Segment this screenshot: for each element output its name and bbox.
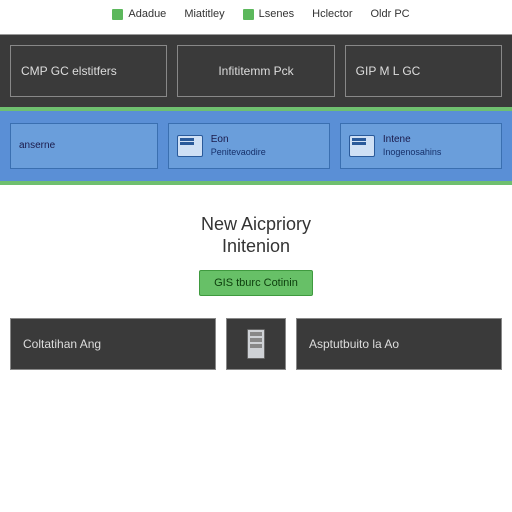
service-cell: Eon Penitevaodire: [168, 123, 330, 169]
services-row: anserne Eon Penitevaodire Intene Inogeno…: [0, 107, 512, 185]
legend-row: Adadue Miatitley Lsenes Hclector Oldr PC: [0, 0, 512, 34]
top-layer-cell: CMP GC elstitfers: [10, 45, 167, 97]
legend-label: Miatitley: [184, 8, 224, 20]
middle-action-button[interactable]: GIS tburc Cotinin: [199, 270, 313, 296]
middle-title-line2: Initenion: [0, 235, 512, 258]
swatch-icon: [243, 9, 254, 20]
legend-item: Oldr PC: [370, 8, 409, 20]
cell-label: Infititemm Pck: [218, 64, 293, 78]
top-layer-cell: GIP M L GC: [345, 45, 502, 97]
document-icon: [349, 135, 375, 157]
legend-label: Adadue: [128, 8, 166, 20]
top-layer-row: CMP GC elstitfers Infititemm Pck GIP M L…: [0, 35, 512, 107]
legend-label: Hclector: [312, 8, 352, 20]
bottom-layer-row: Coltatihan Ang Asptutbuito la Ao: [0, 308, 512, 380]
bottom-cell-left: Coltatihan Ang: [10, 318, 216, 370]
middle-layer: New Aicpriory Initenion GIS tburc Cotini…: [0, 185, 512, 308]
cell-label: CMP GC elstitfers: [21, 64, 117, 78]
legend-label: Oldr PC: [370, 8, 409, 20]
cell-label: Coltatihan Ang: [23, 337, 101, 351]
legend-item: Adadue: [112, 8, 166, 20]
server-icon: [247, 329, 265, 359]
service-cell: Intene Inogenosahins: [340, 123, 502, 169]
cell-label: GIP M L GC: [356, 64, 421, 78]
legend-item: Hclector: [312, 8, 352, 20]
service-label: anserne: [19, 140, 55, 153]
service-line2: Penitevaodire: [211, 147, 266, 158]
cell-label: Asptutbuito la Ao: [309, 337, 399, 351]
service-line1: Intene: [383, 134, 442, 147]
service-cell: anserne: [10, 123, 158, 169]
legend-label: Lsenes: [259, 8, 294, 20]
document-icon: [177, 135, 203, 157]
service-line1: Eon: [211, 134, 266, 147]
middle-title-line1: New Aicpriory: [0, 213, 512, 236]
architecture-stack: CMP GC elstitfers Infititemm Pck GIP M L…: [0, 34, 512, 380]
service-line2: Inogenosahins: [383, 147, 442, 158]
bottom-cell-server: [226, 318, 286, 370]
bottom-cell-right: Asptutbuito la Ao: [296, 318, 502, 370]
legend-item: Miatitley: [184, 8, 224, 20]
legend-item: Lsenes: [243, 8, 294, 20]
top-layer-cell: Infititemm Pck: [177, 45, 334, 97]
swatch-icon: [112, 9, 123, 20]
